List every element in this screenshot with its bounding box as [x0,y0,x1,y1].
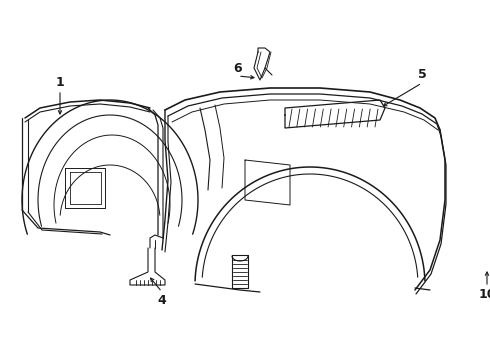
Text: 1: 1 [56,76,64,89]
Text: 5: 5 [417,68,426,81]
Text: 4: 4 [158,293,167,306]
Text: 10: 10 [478,288,490,302]
Text: 6: 6 [234,62,243,75]
